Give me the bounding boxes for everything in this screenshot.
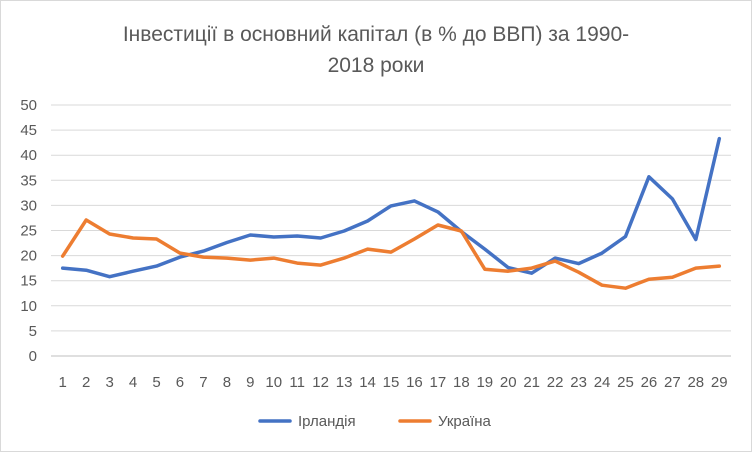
x-tick-label: 11	[289, 374, 305, 391]
y-tick-label: 40	[20, 147, 37, 164]
y-tick-label: 35	[20, 172, 37, 189]
x-tick-label: 8	[223, 374, 231, 391]
y-tick-label: 50	[20, 97, 37, 114]
x-tick-label: 23	[570, 374, 587, 391]
y-tick-label: 30	[20, 197, 37, 214]
x-tick-label: 29	[711, 374, 728, 391]
x-tick-label: 27	[664, 374, 681, 391]
chart-title: Інвестиції в основний капітал (в % до ВВ…	[1, 19, 751, 81]
x-tick-label: 28	[687, 374, 704, 391]
chart-title-line-2: 2018 роки	[327, 54, 425, 77]
x-axis-tick-labels: 1 2 3 4 5 6 7 8 9 10 11 12 13 14 15 16 17 18 19 20 21 22 23 24 2…	[59, 374, 728, 391]
x-tick-label: 10	[265, 374, 282, 391]
y-tick-label: 25	[20, 223, 37, 240]
chart-title-line-1: Інвестиції в основний капітал (в % до ВВ…	[122, 23, 630, 46]
y-tick-label: 10	[20, 298, 37, 315]
legend: Ірландія Україна	[258, 413, 492, 430]
legend-label-0: Ірландія	[298, 413, 356, 430]
x-tick-label: 26	[641, 374, 658, 391]
x-tick-label: 21	[523, 374, 540, 391]
x-tick-label: 22	[547, 374, 564, 391]
y-tick-label: 15	[20, 273, 37, 290]
x-tick-label: 4	[129, 374, 137, 391]
x-tick-label: 16	[406, 374, 423, 391]
series-line-0	[60, 136, 722, 279]
x-tick-label: 3	[105, 374, 113, 391]
series-lines	[60, 136, 722, 290]
x-tick-label: 6	[176, 374, 184, 391]
x-tick-label: 12	[312, 374, 329, 391]
x-tick-label: 14	[359, 374, 376, 391]
legend-label-1: Україна	[438, 413, 492, 430]
x-tick-label: 15	[383, 374, 400, 391]
x-tick-label: 17	[430, 374, 447, 391]
y-tick-label: 0	[29, 348, 37, 365]
x-tick-label: 2	[82, 374, 90, 391]
gridlines	[51, 104, 731, 357]
series-line-1	[60, 218, 722, 290]
x-tick-label: 13	[336, 374, 353, 391]
x-tick-label: 25	[617, 374, 634, 391]
x-tick-label: 20	[500, 374, 517, 391]
x-tick-label: 18	[453, 374, 470, 391]
y-tick-label: 5	[29, 323, 37, 340]
x-tick-label: 24	[594, 374, 611, 391]
x-tick-label: 5	[152, 374, 160, 391]
y-axis-tick-labels: 0 5 10 15 20 25 30 35 40 45 50	[20, 97, 37, 365]
y-tick-label: 45	[20, 122, 37, 139]
y-tick-label: 20	[20, 248, 37, 265]
x-tick-label: 19	[476, 374, 493, 391]
x-tick-label: 7	[199, 374, 207, 391]
x-tick-label: 9	[246, 374, 254, 391]
x-tick-label: 1	[59, 374, 67, 391]
